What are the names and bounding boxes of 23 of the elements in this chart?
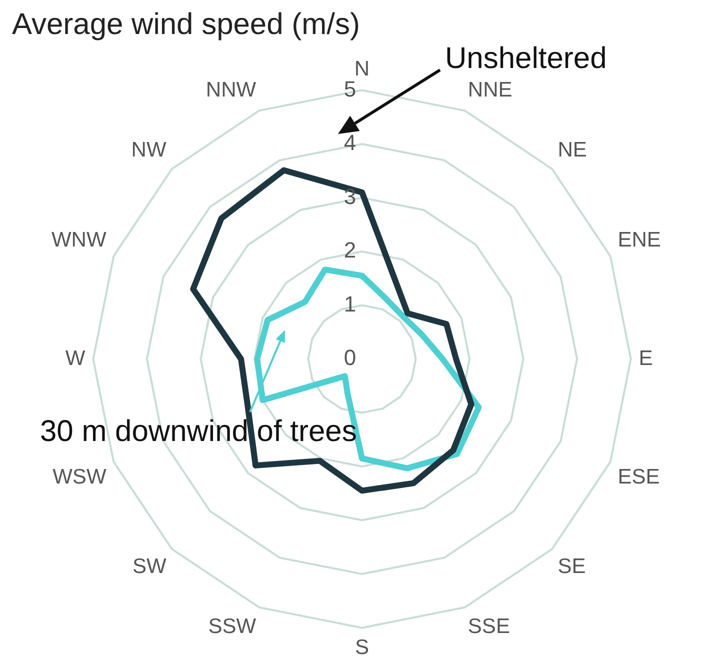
chart-title: Average wind speed (m/s) (12, 8, 360, 42)
spoke-label: S (354, 636, 370, 660)
text: Unsheltered (445, 42, 607, 76)
spoke-label: E (638, 346, 653, 370)
spoke-label: SSE (468, 615, 510, 638)
spoke-label: ESE (618, 465, 660, 488)
y-tick-label: 5 (344, 76, 356, 102)
spoke-label: ENE (618, 228, 661, 252)
y-tick-label: 2 (344, 238, 356, 263)
spoke-label: NW (131, 138, 166, 162)
spoke-label: NNE (468, 78, 512, 102)
spoke-label: SW (132, 555, 166, 578)
spoke-label: NE (558, 138, 587, 162)
spoke-label: SE (558, 555, 586, 578)
spoke-label: WSW (52, 465, 106, 488)
y-tick-label: 0 (344, 345, 356, 370)
spoke-label: WNW (51, 228, 106, 252)
y-tick-label: 1 (344, 291, 356, 316)
spoke-label: N (354, 57, 370, 80)
spoke-label: SSW (208, 615, 256, 638)
spoke-label: NNW (206, 78, 256, 102)
y-tick-label: 4 (344, 130, 356, 156)
spoke-label: W (65, 346, 86, 370)
